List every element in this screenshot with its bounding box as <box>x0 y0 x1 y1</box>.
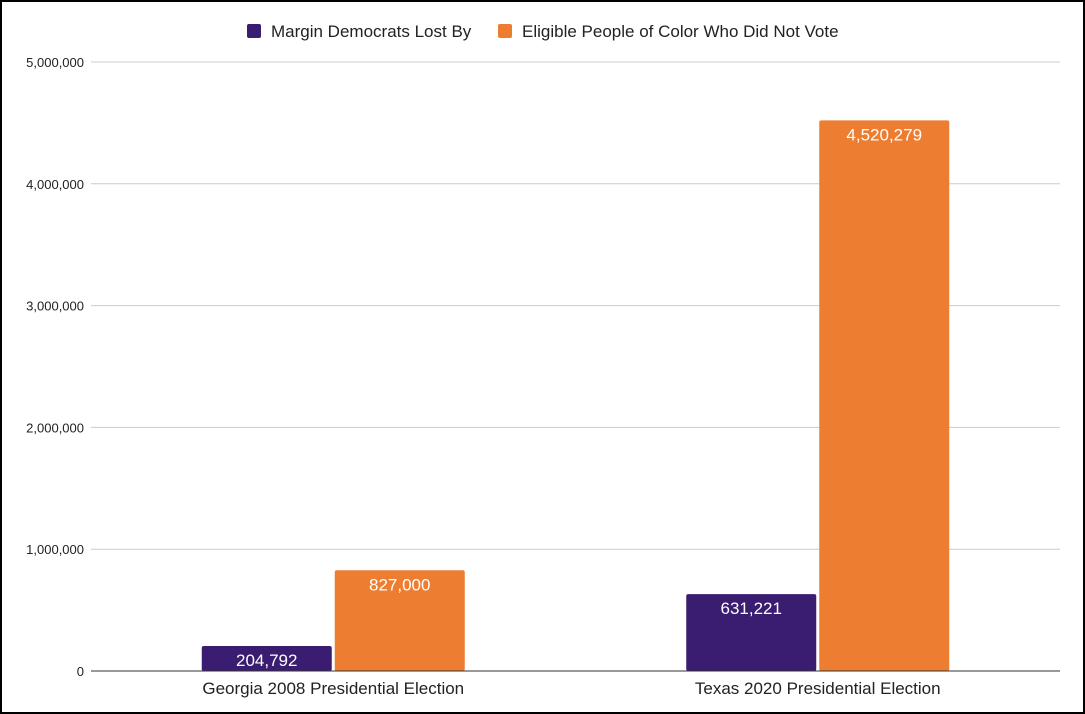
y-tick-label: 2,000,000 <box>26 420 84 435</box>
legend-label: Eligible People of Color Who Did Not Vot… <box>522 22 839 41</box>
bar <box>201 646 332 671</box>
legend: Margin Democrats Lost By Eligible People … <box>247 22 839 41</box>
data-labels: 204,792 827,000 631,221 4,520,279 <box>236 125 922 670</box>
y-tick-label: 4,000,000 <box>26 177 84 192</box>
bar <box>334 570 465 671</box>
x-tick-label: Georgia 2008 Presidential Election <box>202 679 464 698</box>
legend-swatch <box>498 24 512 38</box>
x-tick-label: Texas 2020 Presidential Election <box>695 679 941 698</box>
legend-label: Margin Democrats Lost By <box>271 22 472 41</box>
y-tick-label: 1,000,000 <box>26 542 84 557</box>
x-axis: Georgia 2008 Presidential Election Texas … <box>91 670 1060 698</box>
legend-swatch <box>247 24 261 38</box>
data-label: 631,221 <box>721 599 782 618</box>
bar <box>819 120 950 672</box>
data-label: 4,520,279 <box>846 125 922 144</box>
data-label: 827,000 <box>369 575 430 594</box>
y-tick-label: 3,000,000 <box>26 299 84 314</box>
bars <box>201 120 950 672</box>
y-axis-ticks: 0 1,000,000 2,000,000 3,000,000 4,000,000 5,0… <box>26 55 84 679</box>
y-tick-label: 5,000,000 <box>26 55 84 70</box>
data-label: 204,792 <box>236 651 297 670</box>
y-tick-label: 0 <box>77 664 84 679</box>
bar <box>686 594 817 671</box>
